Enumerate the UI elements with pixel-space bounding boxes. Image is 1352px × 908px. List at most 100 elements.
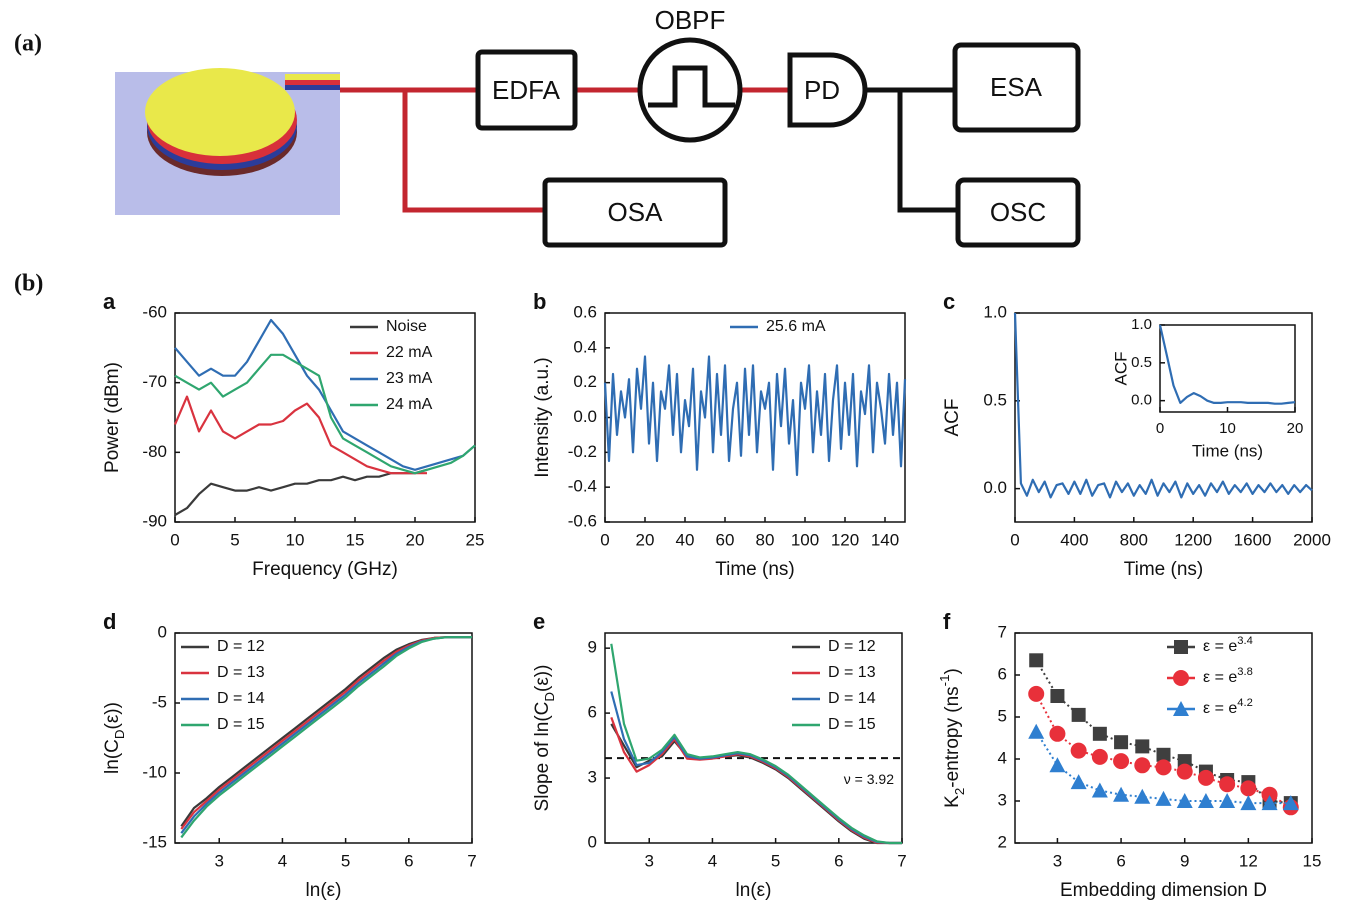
series-line [1158, 324, 1296, 405]
y-tick-label: 5 [998, 706, 1007, 725]
x-tick-label: 7 [897, 851, 906, 870]
x-tick-label: 100 [791, 530, 819, 549]
y-tick-label: 0.0 [573, 407, 597, 426]
cable [865, 87, 958, 213]
legend-label: D = 12 [828, 638, 876, 655]
y-tick-label: 2 [998, 832, 1007, 851]
x-axis-label: Time (ns) [1192, 441, 1263, 460]
marker [1197, 769, 1214, 786]
plot-frame [1014, 312, 1313, 523]
marker [1155, 790, 1172, 806]
x-tick-label: 10 [1219, 420, 1236, 437]
legend-label: 23 mA [386, 370, 433, 387]
y-tick-label: 0.5 [1131, 354, 1152, 371]
setup-diagram: OBPF EDFA PD ESA OSA OSC [115, 5, 1081, 248]
x-tick-label: 400 [1060, 530, 1088, 549]
y-tick-label: 0.2 [573, 372, 597, 391]
x-tick-label: 0 [1156, 420, 1164, 437]
y-tick-label: -60 [142, 302, 167, 321]
legend-label: 24 mA [386, 396, 433, 413]
pd-shape [787, 52, 868, 128]
y-tick-label: -90 [142, 511, 167, 530]
y-axis-label: Intensity (a.u.) [532, 357, 553, 477]
x-tick-label: 3 [644, 851, 653, 870]
series-line [174, 353, 476, 475]
legend-label: D = 13 [217, 664, 265, 681]
x-tick-label: 3 [1053, 851, 1062, 870]
y-tick-label: 0.0 [983, 478, 1007, 497]
fiber [340, 87, 790, 213]
x-tick-label: 5 [771, 851, 780, 870]
legend-label: 25.6 mA [766, 318, 826, 335]
legend-label: D = 15 [217, 716, 265, 733]
y-tick-label: 1.0 [983, 302, 1007, 321]
x-tick-label: 6 [834, 851, 843, 870]
y-tick-label: 0 [158, 622, 167, 641]
waveguide [285, 85, 340, 90]
legend-label: D = 14 [828, 690, 876, 707]
marker [1113, 753, 1130, 770]
y-tick-label: 1.0 [1131, 316, 1152, 333]
marker [1240, 795, 1257, 811]
x-tick-label: 3 [214, 851, 223, 870]
y-tick-label: -70 [142, 372, 167, 391]
y-tick-label: 3 [998, 790, 1007, 809]
y-tick-label: 6 [588, 703, 597, 722]
x-tick-label: 4 [278, 851, 287, 870]
x-tick-label: 25 [466, 530, 485, 549]
marker [1176, 793, 1193, 808]
y-tick-label: -15 [142, 832, 167, 851]
osc-box [955, 177, 1081, 248]
x-tick-label: 0 [170, 530, 179, 549]
waveguide [285, 74, 340, 80]
marker [1155, 759, 1172, 776]
marker [1114, 735, 1129, 750]
x-tick-label: 800 [1120, 530, 1148, 549]
y-tick-label: 3 [588, 768, 597, 787]
x-tick-label: 15 [346, 530, 365, 549]
marker [1219, 793, 1236, 808]
series-line [610, 643, 902, 845]
marker [1071, 707, 1086, 722]
marker [1197, 793, 1214, 808]
plot-frame [1014, 632, 1313, 844]
marker [1261, 795, 1278, 811]
node-label: EDFA [492, 75, 561, 105]
y-axis-label: K2-entropy (ns-1) [937, 668, 967, 808]
y-axis-label: ln(CD(ε)) [102, 702, 127, 774]
filter-icon [648, 65, 735, 108]
y-tick-label: 0 [588, 832, 597, 851]
y-tick-label: 0.0 [1131, 392, 1152, 409]
y-tick-label: 0.5 [983, 390, 1007, 409]
marker [1134, 788, 1151, 804]
osa-box [542, 177, 728, 248]
y-tick-label: 0.6 [573, 302, 597, 321]
y-axis-label: Slope of ln(CD(ε)) [532, 665, 557, 812]
legend-label: D = 12 [217, 638, 265, 655]
x-tick-label: 140 [871, 530, 899, 549]
plot-frame [174, 632, 473, 844]
marker [1261, 786, 1278, 803]
x-tick-label: 9 [1180, 851, 1189, 870]
marker [1134, 757, 1151, 774]
plot-frame [604, 632, 903, 844]
y-tick-label: -80 [142, 442, 167, 461]
series-line [610, 691, 902, 845]
x-tick-label: 1600 [1234, 530, 1272, 549]
y-tick-label: 7 [998, 622, 1007, 641]
y-tick-label: 4 [998, 748, 1007, 767]
y-axis-label: ACF [1111, 352, 1130, 386]
x-tick-label: 6 [1116, 851, 1125, 870]
x-axis-label: ln(ε) [306, 880, 342, 901]
marker [1282, 795, 1299, 811]
panel-letter: c [943, 289, 955, 314]
x-axis-label: Time (ns) [1124, 559, 1204, 580]
x-axis-label: Embedding dimension D [1060, 880, 1267, 901]
panel-letter: a [103, 289, 116, 314]
x-axis-label: ln(ε) [736, 880, 772, 901]
x-tick-label: 5 [230, 530, 239, 549]
plot-frame [174, 312, 476, 523]
legend-label: D = 14 [217, 690, 265, 707]
y-tick-label: -0.6 [568, 511, 597, 530]
x-tick-label: 60 [716, 530, 735, 549]
